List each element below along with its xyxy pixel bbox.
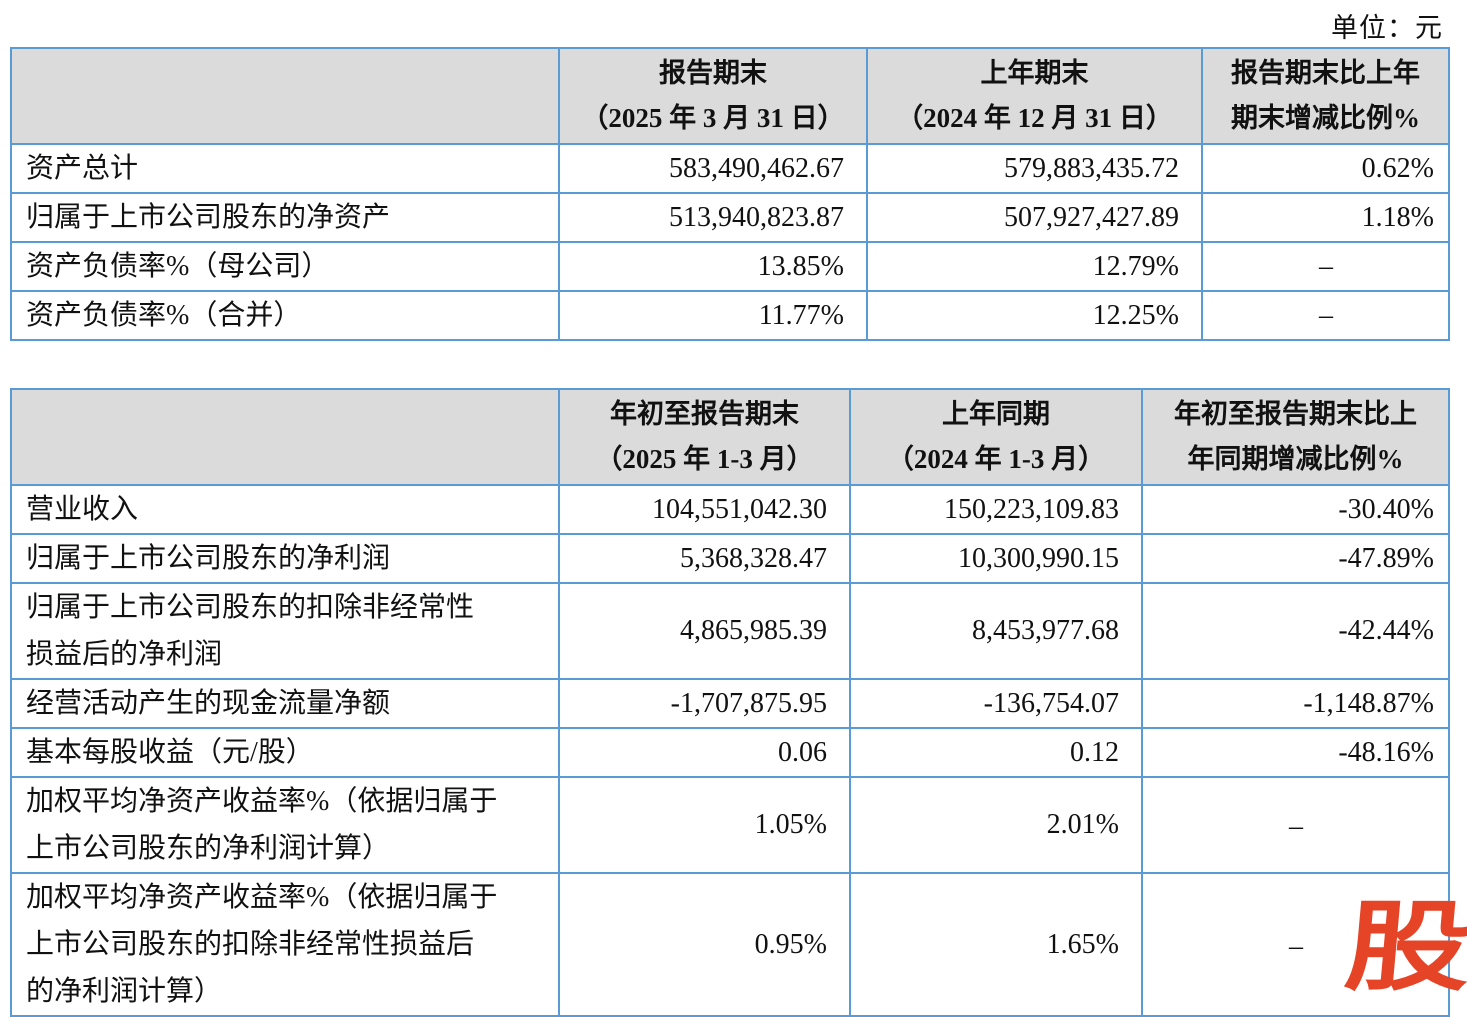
value-current: 5,368,328.47 — [558, 533, 851, 584]
value-current: 0.06 — [558, 727, 851, 778]
value-current: 13.85% — [558, 241, 868, 292]
value-change: -30.40% — [1141, 484, 1450, 535]
row-label: 基本每股收益（元/股） — [10, 727, 560, 778]
value-current: 513,940,823.87 — [558, 192, 868, 243]
col-header-ytd-change-ratio: 年初至报告期末比上 年同期增减比例% — [1141, 388, 1450, 486]
table-row-total-assets: 资产总计 583,490,462.67 579,883,435.72 0.62% — [10, 143, 1450, 194]
header-line: 上年期末 — [980, 58, 1089, 88]
row-label: 加权平均净资产收益率%（依据归属于上市公司股东的扣除非经常性损益后的净利润计算） — [10, 872, 560, 1017]
value-previous: 1.65% — [849, 872, 1143, 1017]
value-current: 1.05% — [558, 776, 851, 874]
header-line: 上年同期 — [942, 399, 1050, 429]
value-previous: 507,927,427.89 — [866, 192, 1203, 243]
balance-summary-table: 报告期末 （2025 年 3 月 31 日） 上年期末 （2024 年 12 月… — [10, 47, 1450, 341]
value-previous: 10,300,990.15 — [849, 533, 1143, 584]
col-header-change-ratio: 报告期末比上年 期末增减比例% — [1201, 47, 1450, 145]
value-change: – — [1141, 776, 1450, 874]
value-change: 1.18% — [1201, 192, 1450, 243]
watermark-logo: 股 — [1341, 892, 1467, 1002]
watermark-text: 股 — [1340, 892, 1467, 1002]
corner-cell — [10, 388, 560, 486]
value-previous: -136,754.07 — [849, 678, 1143, 729]
value-change: -48.16% — [1141, 727, 1450, 778]
income-summary-table: 年初至报告期末 （2025 年 1-3 月） 上年同期 （2024 年 1-3 … — [10, 388, 1450, 1017]
table-row-debt-ratio-consolidated: 资产负债率%（合并） 11.77% 12.25% – — [10, 290, 1450, 341]
header-line: 报告期末比上年 — [1231, 58, 1420, 88]
row-label: 经营活动产生的现金流量净额 — [10, 678, 560, 729]
value-previous: 579,883,435.72 — [866, 143, 1203, 194]
table-row-operating-cashflow: 经营活动产生的现金流量净额 -1,707,875.95 -136,754.07 … — [10, 678, 1450, 729]
table-row-revenue: 营业收入 104,551,042.30 150,223,109.83 -30.4… — [10, 484, 1450, 535]
row-label: 加权平均净资产收益率%（依据归属于上市公司股东的净利润计算） — [10, 776, 560, 874]
value-previous: 0.12 — [849, 727, 1143, 778]
table-row-net-profit: 归属于上市公司股东的净利润 5,368,328.47 10,300,990.15… — [10, 533, 1450, 584]
income-header-row: 年初至报告期末 （2025 年 1-3 月） 上年同期 （2024 年 1-3 … — [10, 388, 1450, 486]
value-current: 11.77% — [558, 290, 868, 341]
value-previous: 2.01% — [849, 776, 1143, 874]
header-line: （2024 年 12 月 31 日） — [896, 103, 1173, 133]
value-change: 0.62% — [1201, 143, 1450, 194]
row-label: 营业收入 — [10, 484, 560, 535]
value-change: – — [1141, 872, 1450, 1017]
value-change: -42.44% — [1141, 582, 1450, 680]
col-header-prior-year-same-period: 上年同期 （2024 年 1-3 月） — [849, 388, 1143, 486]
table-row-net-assets: 归属于上市公司股东的净资产 513,940,823.87 507,927,427… — [10, 192, 1450, 243]
header-line: 年初至报告期末 — [610, 399, 799, 429]
value-current: 104,551,042.30 — [558, 484, 851, 535]
balance-header-row: 报告期末 （2025 年 3 月 31 日） 上年期末 （2024 年 12 月… — [10, 47, 1450, 145]
row-label: 资产负债率%（母公司） — [10, 241, 560, 292]
table-row-net-profit-deducted: 归属于上市公司股东的扣除非经常性损益后的净利润 4,865,985.39 8,4… — [10, 582, 1450, 680]
value-previous: 12.79% — [866, 241, 1203, 292]
header-line: 报告期末 — [659, 58, 767, 88]
row-label: 归属于上市公司股东的扣除非经常性损益后的净利润 — [10, 582, 560, 680]
value-previous: 12.25% — [866, 290, 1203, 341]
corner-cell — [10, 47, 560, 145]
col-header-prior-year-end: 上年期末 （2024 年 12 月 31 日） — [866, 47, 1203, 145]
header-line: 期末增减比例% — [1231, 103, 1420, 133]
value-current: 4,865,985.39 — [558, 582, 851, 680]
col-header-report-period-end: 报告期末 （2025 年 3 月 31 日） — [558, 47, 868, 145]
value-current: 583,490,462.67 — [558, 143, 868, 194]
row-label: 归属于上市公司股东的净利润 — [10, 533, 560, 584]
header-line: 年同期增减比例% — [1187, 444, 1404, 474]
col-header-ytd-period: 年初至报告期末 （2025 年 1-3 月） — [558, 388, 851, 486]
value-current: -1,707,875.95 — [558, 678, 851, 729]
value-current: 0.95% — [558, 872, 851, 1017]
unit-label: 单位：元 — [1331, 13, 1443, 43]
table-row-basic-eps: 基本每股收益（元/股） 0.06 0.12 -48.16% — [10, 727, 1450, 778]
row-label: 资产总计 — [10, 143, 560, 194]
row-label: 资产负债率%（合并） — [10, 290, 560, 341]
header-line: （2025 年 1-3 月） — [595, 444, 814, 474]
value-change: – — [1201, 290, 1450, 341]
table-row-weighted-roe-deducted: 加权平均净资产收益率%（依据归属于上市公司股东的扣除非经常性损益后的净利润计算）… — [10, 872, 1450, 1017]
value-previous: 8,453,977.68 — [849, 582, 1143, 680]
table-row-debt-ratio-parent: 资产负债率%（母公司） 13.85% 12.79% – — [10, 241, 1450, 292]
table-row-weighted-roe: 加权平均净资产收益率%（依据归属于上市公司股东的净利润计算） 1.05% 2.0… — [10, 776, 1450, 874]
value-previous: 150,223,109.83 — [849, 484, 1143, 535]
row-label: 归属于上市公司股东的净资产 — [10, 192, 560, 243]
value-change: – — [1201, 241, 1450, 292]
header-line: 年初至报告期末比上 — [1174, 399, 1417, 429]
value-change: -47.89% — [1141, 533, 1450, 584]
value-change: -1,148.87% — [1141, 678, 1450, 729]
header-line: （2025 年 3 月 31 日） — [581, 103, 845, 133]
header-line: （2024 年 1-3 月） — [886, 444, 1106, 474]
